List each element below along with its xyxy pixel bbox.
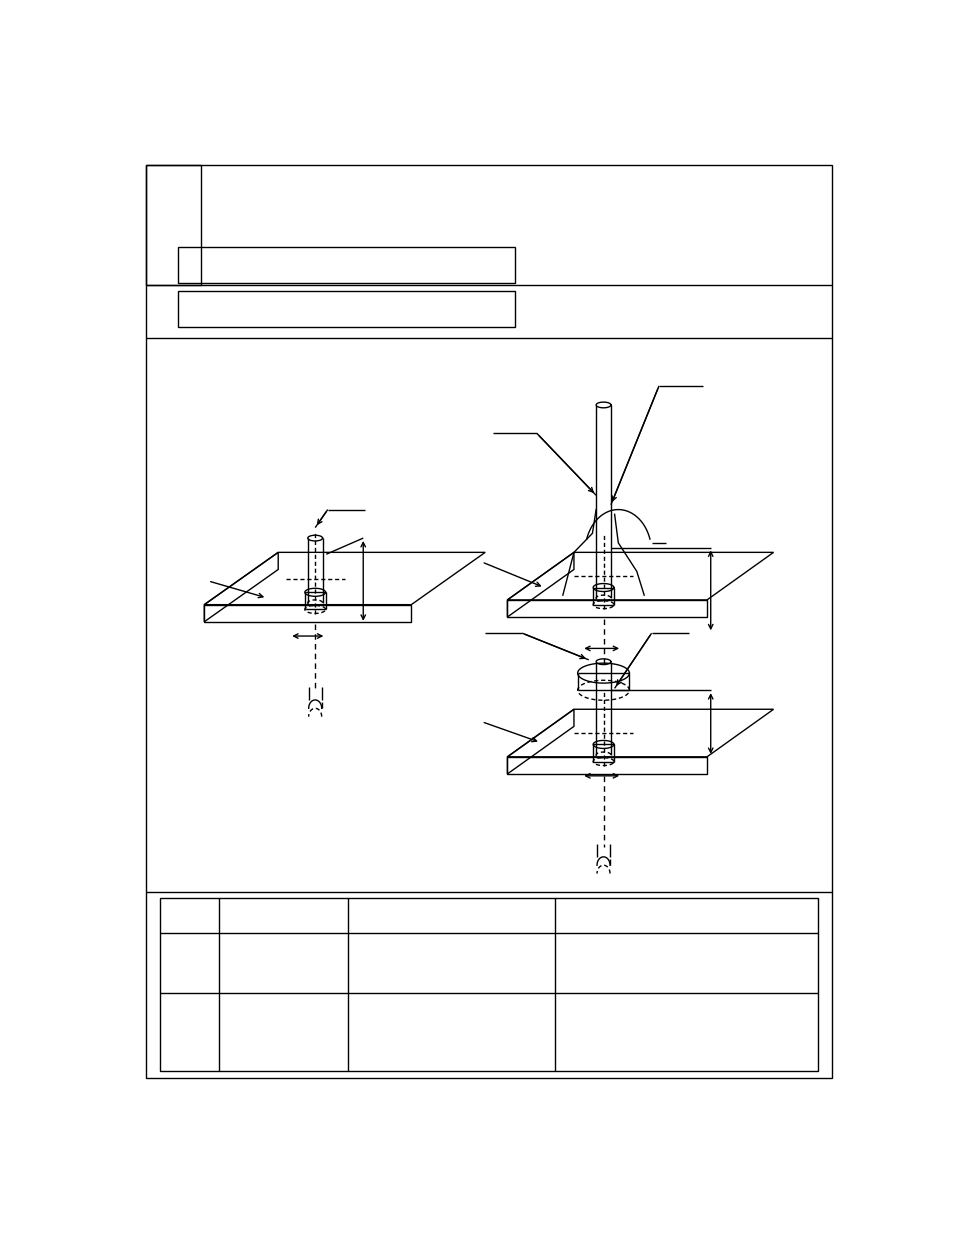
Bar: [160, 898, 817, 1071]
Bar: [178, 291, 515, 327]
Bar: [178, 247, 515, 283]
Bar: [146, 165, 201, 285]
